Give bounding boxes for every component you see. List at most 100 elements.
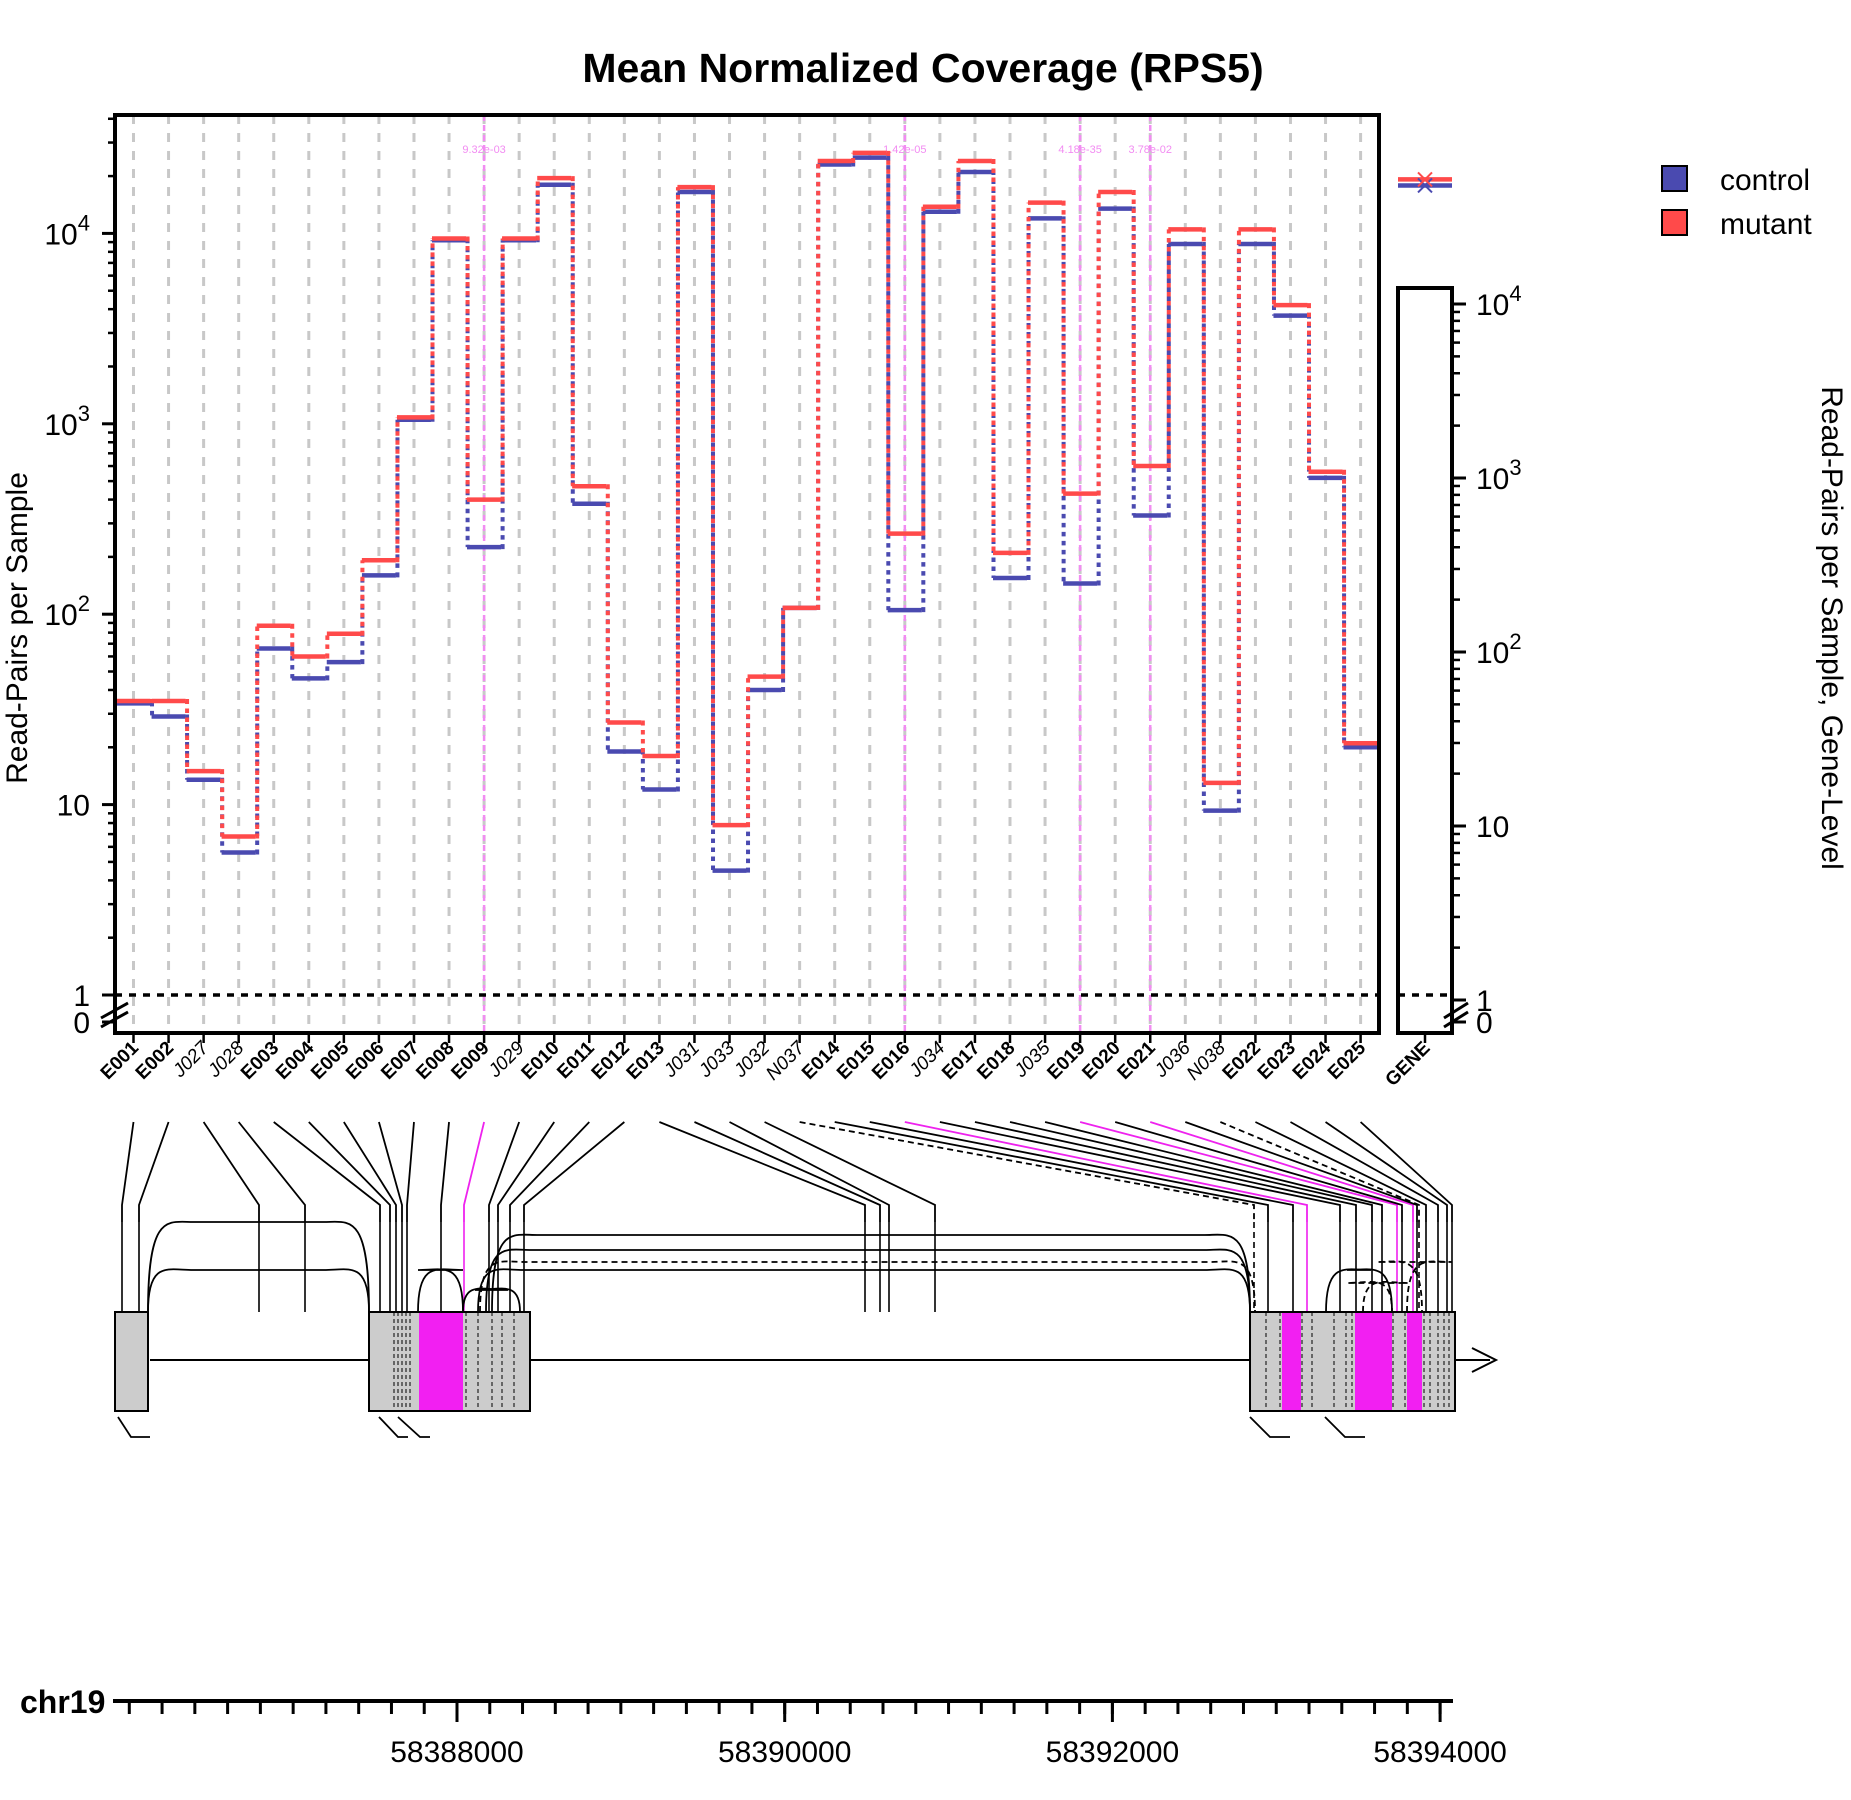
feature-label: N038 — [1183, 1037, 1230, 1084]
mutant-connector — [781, 605, 786, 679]
mutant-connector — [605, 484, 610, 725]
gene-tick-label: 103 — [1476, 455, 1522, 496]
feature-label: E018 — [973, 1038, 1019, 1084]
feature-label: E004 — [272, 1037, 319, 1084]
splice-junction-arc — [417, 1268, 464, 1313]
feature-connector — [1149, 1121, 1414, 1222]
control-connector — [430, 238, 435, 422]
y-tick-label: 102 — [44, 591, 90, 632]
feature-connector — [1009, 1121, 1373, 1222]
feature-label: J033 — [694, 1037, 739, 1082]
control-connector — [1096, 206, 1101, 586]
chromosome-label: chr19 — [20, 1684, 105, 1720]
feature-label: J031 — [659, 1038, 704, 1083]
splice-junction-arc — [1346, 1280, 1409, 1313]
y-tick-label-exp: 4 — [78, 210, 90, 235]
genome-tick-label: 58394000 — [1373, 1736, 1506, 1769]
y-tick-label: 103 — [44, 401, 90, 442]
gene-tick-label-exp: 4 — [1509, 281, 1521, 306]
feature-label: E024 — [1289, 1037, 1336, 1084]
gene-tick-label: 1 — [1476, 985, 1493, 1018]
mutant-connector — [746, 674, 751, 828]
y-tick-label-base: 10 — [57, 790, 90, 823]
feature-label: E003 — [237, 1038, 283, 1084]
mutant-connector — [991, 159, 996, 555]
feature-label: E012 — [588, 1038, 634, 1084]
y-axis-label-right: Read-Pairs per Sample, Gene-Level — [1815, 386, 1848, 870]
feature-connectors — [121, 1121, 1453, 1312]
feature-connector — [463, 1121, 485, 1222]
splice-junction-arc — [147, 1268, 370, 1313]
feature-label: E025 — [1324, 1037, 1371, 1084]
splice-junction-arc — [491, 1233, 1251, 1313]
gene-panel-frame — [1396, 286, 1454, 1035]
splice-junction-arc — [1325, 1268, 1393, 1313]
gene-mean-marker — [1417, 177, 1433, 194]
control-connector — [851, 155, 856, 167]
feature-label: E006 — [342, 1038, 388, 1084]
feature-label: E013 — [623, 1038, 669, 1084]
y-tick-label: 0 — [73, 1007, 90, 1040]
control-connector — [325, 660, 330, 681]
feature-connector — [799, 1121, 1255, 1222]
splice-junction-arc — [485, 1248, 1251, 1313]
control-connector — [255, 646, 260, 855]
mutant-connector — [1306, 303, 1312, 474]
splice-junction-arc — [477, 1268, 1251, 1313]
gene-label: GENE — [1382, 1038, 1435, 1091]
mutant-connector — [535, 176, 540, 241]
y-tick-label-base: 0 — [73, 1007, 90, 1040]
gene-tick-label-exp: 3 — [1509, 455, 1521, 480]
mutant-connector — [325, 631, 330, 659]
feature-connector — [488, 1121, 521, 1222]
significant-exon — [1407, 1312, 1422, 1411]
main-coverage-panel: 9.32e-03 1.42e-05 4.18e-35 3.78e-0201101021… — [44, 113, 1381, 1040]
strand-arrow — [1471, 1347, 1499, 1373]
feature-label: E016 — [868, 1038, 914, 1084]
mutant-connector — [185, 699, 190, 774]
axis-break — [1443, 1010, 1469, 1029]
feature-foot — [397, 1416, 430, 1438]
feature-connector — [1114, 1121, 1403, 1222]
feature-label: E017 — [938, 1038, 984, 1084]
feature-connector — [378, 1121, 403, 1222]
legend-swatch — [1661, 209, 1688, 236]
y-tick-label: 1 — [73, 980, 90, 1013]
feature-connector — [694, 1121, 881, 1222]
gene-model — [114, 1220, 1499, 1438]
gene-tick-label-base: 10 — [1476, 289, 1509, 322]
splice-junction-arc — [147, 1220, 370, 1313]
gene-mean-marker — [1417, 171, 1433, 188]
feature-connector — [1079, 1121, 1398, 1222]
splice-junction-arc — [1376, 1260, 1453, 1313]
feature-connector — [659, 1121, 866, 1222]
feature-labels: E001E002J027J028E003E004E005E006E007E008… — [97, 1033, 1435, 1091]
gene-tick-label-base: 1 — [1476, 985, 1493, 1018]
feature-connector — [202, 1121, 260, 1222]
exon-block-outline — [114, 1311, 149, 1412]
mutant-connector — [255, 623, 260, 839]
feature-label: J027 — [168, 1037, 214, 1083]
legend: control mutant — [1661, 164, 1812, 241]
significant-exon — [1282, 1312, 1301, 1411]
feature-label: E008 — [412, 1038, 458, 1084]
mutant-connector — [290, 623, 295, 659]
feature-label: J034 — [905, 1038, 950, 1083]
feature-label: E019 — [1043, 1038, 1089, 1084]
mutant-connector — [640, 720, 645, 758]
feature-foot — [378, 1416, 408, 1438]
y-tick-label-base: 10 — [44, 218, 77, 251]
feature-label: E020 — [1078, 1038, 1124, 1084]
feature-label: E005 — [307, 1037, 354, 1084]
control-connector — [150, 701, 155, 719]
feature-connector — [509, 1121, 590, 1222]
feature-connector — [1044, 1121, 1383, 1222]
y-tick-label-base: 10 — [44, 409, 77, 442]
feature-label: E002 — [132, 1038, 178, 1084]
feature-label: J029 — [484, 1037, 529, 1082]
axis-break — [1443, 1001, 1469, 1020]
legend-label: mutant — [1720, 208, 1812, 241]
mutant-connector — [816, 159, 821, 610]
feature-connector — [1290, 1121, 1439, 1222]
